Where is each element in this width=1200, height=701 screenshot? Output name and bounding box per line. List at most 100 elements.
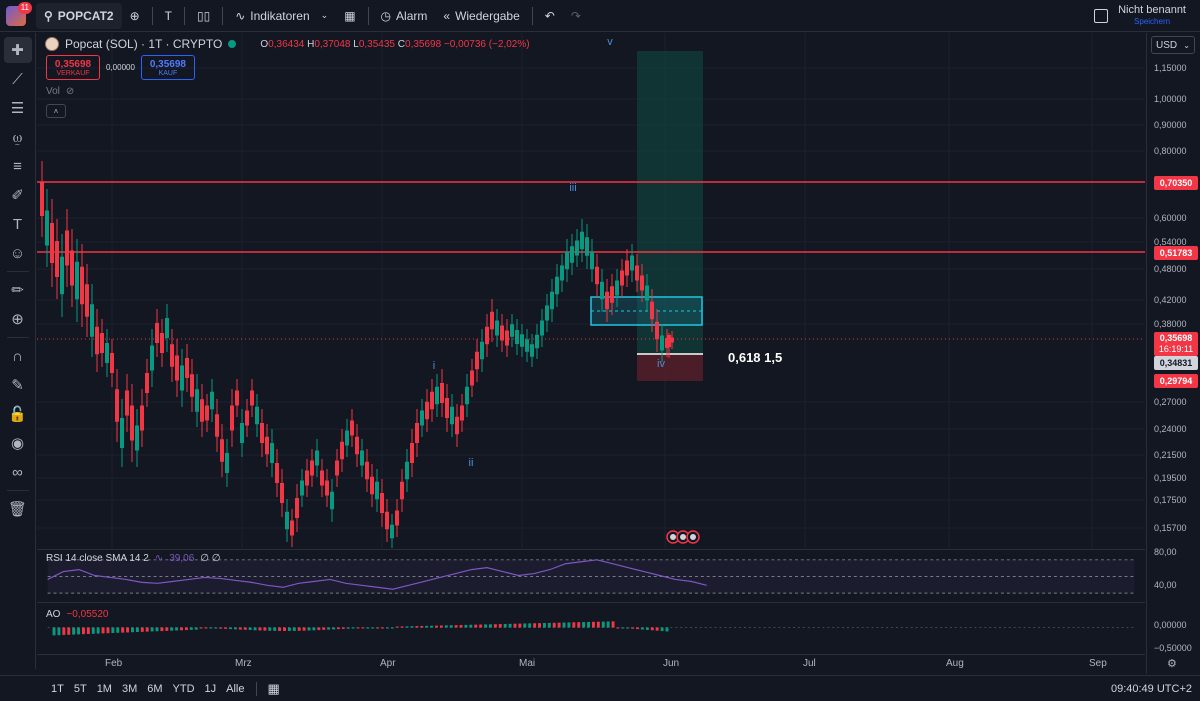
rsi-pane[interactable] [37,549,1145,601]
settings-gear-icon[interactable]: ⚙ [1167,658,1177,670]
candle-body [100,333,104,353]
price-tick: 0,38000 [1154,319,1187,329]
candle-body [375,481,379,500]
crosshair-icon[interactable]: ✚ [3,37,32,63]
indicators-label: Indikatoren [250,8,310,23]
redo-button[interactable]: ↷ [563,3,589,29]
zoom-icon[interactable]: ⊕ [11,311,24,328]
candle-body [115,389,119,422]
candle-body [660,335,664,351]
ao-bar [62,627,66,635]
candle-body [95,326,99,355]
fib-icon[interactable]: ≡ [13,157,22,175]
candle-body [295,498,299,518]
candle-body [440,383,444,403]
collapse-legend-button[interactable]: ˄ [46,104,66,118]
clock-display[interactable]: 09:40:49 UTC+2 [1110,682,1192,695]
ao-title[interactable]: AO [46,609,61,620]
ao-bar [297,627,301,631]
layouts-button[interactable]: ▦ [336,3,363,29]
candle-body [225,453,229,473]
high-key: H [307,38,315,50]
app-logo[interactable]: 11 [0,0,32,32]
alarm-button[interactable]: ◷ Alarm [373,3,436,29]
range-all[interactable]: Alle [226,682,245,695]
range-1m[interactable]: 1M [96,682,112,695]
buy-button[interactable]: 0,35698 KAUF [140,55,195,80]
legend-title[interactable]: Popcat (SOL) · 1T · CRYPTO [65,37,223,51]
interval-button[interactable]: T [157,3,180,29]
time-axis[interactable] [37,654,1145,674]
ao-bar [268,627,272,631]
undo-button[interactable]: ↶ [537,3,563,29]
horizontal-lines-icon[interactable]: ☰ [10,100,25,117]
redo-icon: ↷ [570,8,581,23]
eye-icon[interactable]: ◉ [10,435,25,452]
sell-button[interactable]: 0,35698 VERKAUF [46,55,100,80]
price-tick: 1,00000 [1154,94,1187,104]
ao-bar [655,627,659,631]
compare-symbol-button[interactable]: ⊕ [122,3,148,29]
ao-bar [81,627,85,635]
close-key: C [397,38,406,50]
save-layout-button[interactable]: Nicht benannt Speichern [1118,4,1186,27]
ao-bar [57,627,61,636]
rsi-title[interactable]: RSI 14 close SMA 14 2 [46,553,149,564]
symbol-search-button[interactable]: ⚲ POPCAT2 [36,2,122,29]
eye-hidden-icon[interactable]: ⊘ [65,86,75,97]
fib-ratio-label: 0,618 1,5 [728,350,783,365]
settings-icon[interactable]: ∿ [154,553,164,564]
candle-body [595,266,599,285]
link-icon[interactable]: ∞ [12,463,23,481]
layout-icon[interactable] [1094,8,1109,23]
candle-body [455,416,459,435]
price-tick: 1,15000 [1154,63,1187,73]
pitchfork-icon[interactable]: ⍹ [12,128,22,146]
replay-button[interactable]: « Wiedergabe [435,3,527,29]
divider [531,6,533,25]
ao-bar [660,627,664,632]
ruler-icon[interactable]: ✏ [11,282,24,299]
ao-bar [464,624,468,628]
ao-bar [317,627,321,631]
ao-bar [145,627,149,632]
magnet-icon[interactable]: ∩ [12,347,23,365]
ao-bar [224,627,228,629]
candle-body [255,406,259,425]
emoji-icon[interactable]: ☺ [9,244,26,262]
range-ytd[interactable]: YTD [172,682,195,695]
range-1d[interactable]: 1T [51,682,64,695]
ao-bar [204,627,208,629]
currency-selector[interactable]: USD ⌄ [1151,36,1195,54]
ao-pane[interactable] [37,602,1145,654]
range-1y[interactable]: 1J [204,682,217,695]
calendar-icon[interactable]: ▦ [267,680,280,696]
candle-body [630,255,634,271]
ao-bar [430,625,434,628]
candle-body [250,390,254,406]
market-open-icon [228,40,237,48]
candle-body [565,251,569,270]
candle-body [335,460,339,476]
range-3m[interactable]: 3M [121,682,138,695]
pencil-lock-icon[interactable]: ✎ [11,377,24,394]
ao-bar [52,627,56,636]
sell-label: VERKAUF [56,69,90,77]
trend-line-icon[interactable]: ⟋ [12,70,23,88]
candle-body [145,373,149,393]
range-6m[interactable]: 6M [147,682,163,695]
ao-bar [341,627,345,629]
range-5d[interactable]: 5T [73,682,87,695]
indicators-button[interactable]: ∿ Indikatoren ⌄ [227,3,336,29]
brush-icon[interactable]: ✐ [11,187,24,204]
ao-bar [356,627,360,629]
text-icon[interactable]: T [12,215,23,233]
lock-icon[interactable]: 🔓 [8,406,27,423]
trash-icon[interactable]: 🗑 [7,501,28,518]
ao-bar [175,627,179,631]
candle-body [135,425,139,451]
ao-bar [135,627,139,633]
chart-type-button[interactable]: ▯▯ [189,3,218,29]
price-axis[interactable]: 1,15000 1,00000 0,90000 0,80000 0,60000 … [1146,33,1200,674]
